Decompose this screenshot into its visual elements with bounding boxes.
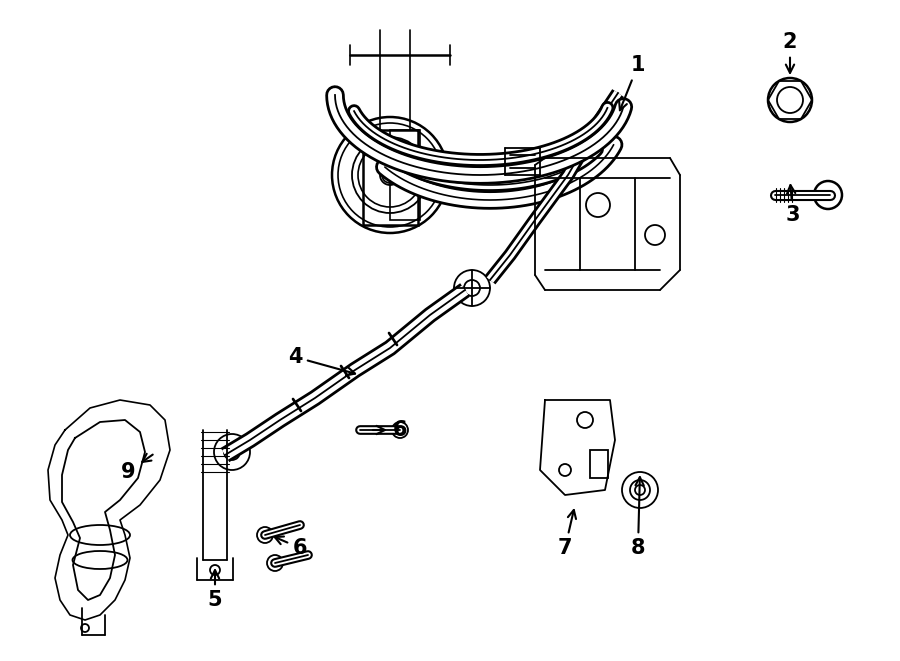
Text: 7: 7 xyxy=(558,510,576,558)
Bar xyxy=(390,130,420,220)
Text: 8: 8 xyxy=(631,477,645,558)
Text: 3: 3 xyxy=(786,185,800,225)
Text: 2: 2 xyxy=(783,32,797,73)
Text: 5: 5 xyxy=(208,570,222,610)
Text: 1: 1 xyxy=(619,55,645,110)
Bar xyxy=(590,450,608,478)
Text: 6: 6 xyxy=(373,420,407,440)
Text: 9: 9 xyxy=(121,453,153,482)
Text: 4: 4 xyxy=(288,347,356,375)
Bar xyxy=(363,130,418,225)
Text: 6: 6 xyxy=(274,537,307,558)
